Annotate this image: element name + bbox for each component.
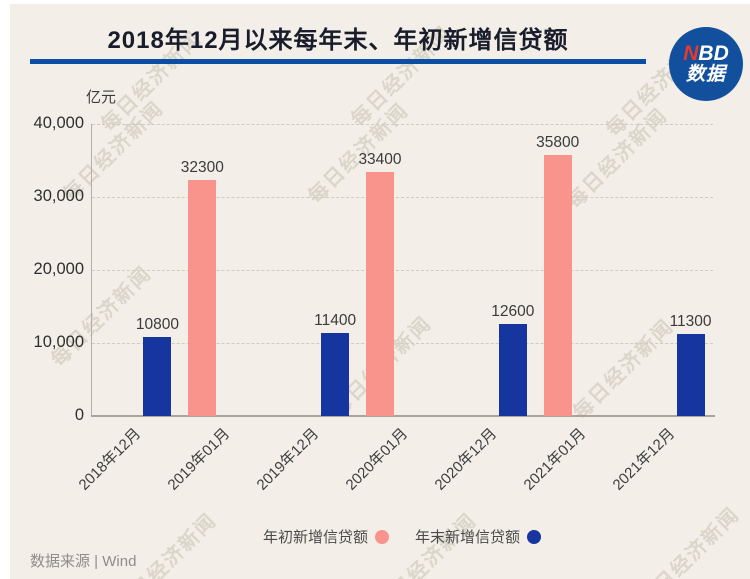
bar-value-label: 11400 [314, 311, 357, 329]
bar-value-label: 10800 [135, 316, 179, 334]
gridline-20000 [92, 270, 713, 271]
legend-item-year-end: 年末新增信贷额 [415, 526, 542, 547]
title-underline [30, 59, 646, 64]
bar-value-label: 33400 [358, 151, 402, 169]
bar-value-label: 32300 [180, 159, 224, 177]
bar-2020年12月 [498, 324, 527, 416]
bar-2019年12月 [321, 332, 350, 416]
y-tick-label: 30,000 [33, 187, 84, 205]
x-axis-baseline [91, 415, 715, 417]
nbd-logo-letters-bd: BD [698, 42, 729, 65]
bar-2020年01月 [366, 172, 394, 416]
legend-marker-pink [375, 529, 389, 544]
bar-2021年01月 [543, 154, 572, 416]
legend-label: 年初新增信贷额 [262, 529, 368, 546]
nbd-logo-text: NBD [683, 42, 729, 65]
nbd-logo-subtext: 数据 [685, 64, 726, 86]
legend-label: 年末新增信贷额 [415, 529, 521, 546]
bar-2019年01月 [188, 180, 217, 416]
page-title: 2018年12月以来每年末、年初新增信贷额 [107, 27, 569, 54]
bar-2018年12月 [143, 337, 172, 416]
y-axis-unit-label: 亿元 [86, 89, 117, 106]
gridline-10000 [92, 343, 713, 344]
bar-2021年12月 [676, 333, 705, 416]
bar-value-label: 35800 [536, 133, 580, 151]
y-tick-label: 40,000 [33, 114, 84, 132]
y-tick-label: 20,000 [33, 260, 84, 278]
nbd-logo: NBD 数据 [669, 27, 743, 101]
nbd-logo-letter-n: N [683, 42, 699, 65]
bar-value-label: 11300 [669, 312, 712, 330]
gridline-30000 [92, 197, 713, 198]
chart-legend: 年初新增信贷额 年末新增信贷额 [91, 526, 713, 547]
legend-item-year-start: 年初新增信贷额 [263, 526, 389, 547]
y-axis-line [91, 124, 92, 416]
y-tick-label: 0 [74, 406, 84, 424]
gridline-40000 [92, 124, 713, 125]
legend-marker-blue [527, 529, 542, 544]
bar-value-label: 12600 [491, 303, 535, 321]
data-source-note: 数据来源 | Wind [30, 553, 137, 570]
y-tick-label: 10,000 [33, 333, 84, 351]
